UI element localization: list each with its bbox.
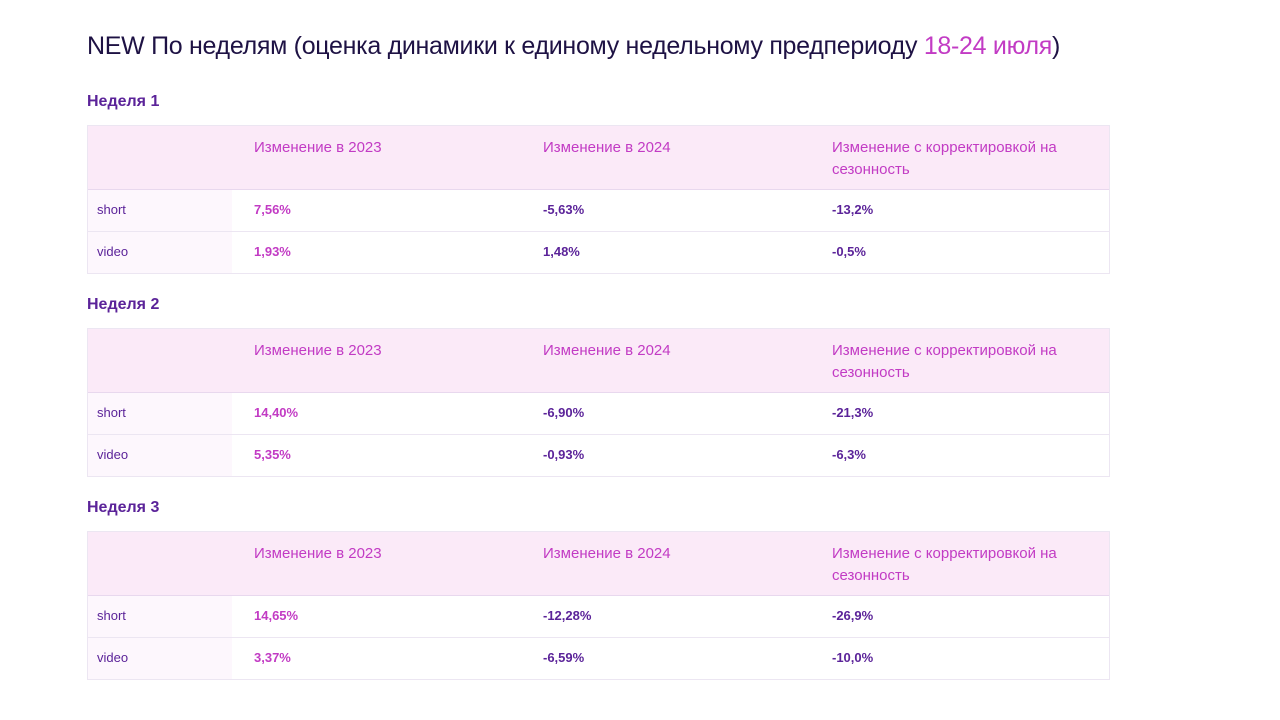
value-2023: 7,56% bbox=[254, 202, 291, 217]
table-row: short 14,65% -12,28% -26,9% bbox=[88, 596, 1109, 638]
week-2-heading: Неделя 2 bbox=[87, 296, 160, 313]
table-header: Изменение в 2023 Изменение в 2024 Измене… bbox=[88, 126, 1109, 190]
value-seasonal: -13,2% bbox=[832, 202, 874, 217]
week-3-heading: Неделя 3 bbox=[87, 499, 160, 516]
table-header: Изменение в 2023 Изменение в 2024 Измене… bbox=[88, 329, 1109, 393]
row-label: short bbox=[97, 405, 126, 420]
row-label-cell: video bbox=[88, 638, 232, 679]
value-seasonal: -6,3% bbox=[832, 447, 866, 462]
row-label-cell: short bbox=[88, 596, 232, 637]
row-label: short bbox=[97, 608, 126, 623]
value-2023: 1,93% bbox=[254, 244, 291, 259]
value-2023: 14,65% bbox=[254, 608, 299, 623]
title-close: ) bbox=[1052, 32, 1061, 60]
row-label-cell: short bbox=[88, 190, 232, 231]
week-1-heading: Неделя 1 bbox=[87, 93, 160, 110]
column-header-2023: Изменение в 2023 bbox=[254, 342, 382, 359]
value-2023: 3,37% bbox=[254, 650, 291, 665]
value-seasonal: -0,5% bbox=[832, 244, 866, 259]
value-seasonal: -26,9% bbox=[832, 608, 874, 623]
row-label-cell: video bbox=[88, 232, 232, 273]
row-label: video bbox=[97, 244, 129, 259]
column-header-seasonal: Изменение с корректировкой на сезонность bbox=[832, 139, 1057, 178]
week-2-table: Изменение в 2023 Изменение в 2024 Измене… bbox=[87, 328, 1110, 477]
column-header-seasonal: Изменение с корректировкой на сезонность bbox=[832, 342, 1057, 381]
table-row: short 14,40% -6,90% -21,3% bbox=[88, 393, 1109, 435]
row-label: video bbox=[97, 650, 129, 665]
value-seasonal: -10,0% bbox=[832, 650, 874, 665]
value-2023: 14,40% bbox=[254, 405, 299, 420]
row-label-cell: video bbox=[88, 435, 232, 476]
table-row: video 3,37% -6,59% -10,0% bbox=[88, 638, 1109, 679]
week-3-table: Изменение в 2023 Изменение в 2024 Измене… bbox=[87, 531, 1110, 680]
value-2024: -6,90% bbox=[543, 405, 585, 420]
value-2024: -5,63% bbox=[543, 202, 585, 217]
page-title: NEW По неделям (оценка динамики к едином… bbox=[87, 32, 1060, 61]
value-2024: 1,48% bbox=[543, 244, 580, 259]
table-row: short 7,56% -5,63% -13,2% bbox=[88, 190, 1109, 232]
table-header: Изменение в 2023 Изменение в 2024 Измене… bbox=[88, 532, 1109, 596]
row-label-cell: short bbox=[88, 393, 232, 434]
column-header-2023: Изменение в 2023 bbox=[254, 545, 382, 562]
column-header-2024: Изменение в 2024 bbox=[543, 342, 671, 359]
title-main: NEW По неделям (оценка динамики к едином… bbox=[87, 32, 924, 60]
value-2024: -0,93% bbox=[543, 447, 585, 462]
table-row: video 1,93% 1,48% -0,5% bbox=[88, 232, 1109, 273]
row-label: short bbox=[97, 202, 126, 217]
row-label: video bbox=[97, 447, 129, 462]
value-2023: 5,35% bbox=[254, 447, 291, 462]
column-header-seasonal: Изменение с корректировкой на сезонность bbox=[832, 545, 1057, 584]
column-header-2024: Изменение в 2024 bbox=[543, 545, 671, 562]
title-date-range: 18-24 июля bbox=[923, 32, 1052, 60]
table-row: video 5,35% -0,93% -6,3% bbox=[88, 435, 1109, 476]
value-2024: -6,59% bbox=[543, 650, 585, 665]
week-1-table: Изменение в 2023 Изменение в 2024 Измене… bbox=[87, 125, 1110, 274]
column-header-2024: Изменение в 2024 bbox=[543, 139, 671, 156]
value-seasonal: -21,3% bbox=[832, 405, 874, 420]
value-2024: -12,28% bbox=[543, 608, 592, 623]
column-header-2023: Изменение в 2023 bbox=[254, 139, 382, 156]
